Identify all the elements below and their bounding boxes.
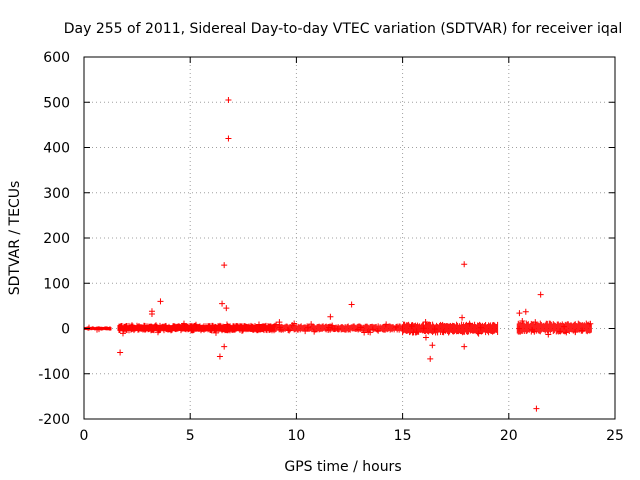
y-axis-label: SDTVAR / TECUs bbox=[7, 181, 23, 296]
data-point bbox=[216, 353, 223, 360]
data-point bbox=[532, 319, 539, 326]
data-point bbox=[219, 300, 226, 307]
chart-title: Day 255 of 2011, Sidereal Day-to-day VTE… bbox=[64, 21, 622, 37]
plot-frame bbox=[83, 56, 616, 420]
x-tick-label: 0 bbox=[80, 428, 89, 444]
data-point bbox=[383, 321, 390, 328]
x-tick-label: 15 bbox=[394, 428, 412, 444]
y-tick-label: 0 bbox=[61, 322, 70, 338]
data-point bbox=[427, 355, 434, 362]
data-point bbox=[522, 308, 529, 315]
x-tick-label: 10 bbox=[287, 428, 305, 444]
data-point bbox=[348, 301, 355, 308]
data-point bbox=[587, 320, 594, 327]
data-point bbox=[429, 342, 436, 349]
data-point bbox=[291, 320, 298, 327]
data-point bbox=[157, 298, 164, 305]
data-point bbox=[148, 311, 155, 318]
data-point bbox=[572, 329, 579, 336]
data-point bbox=[459, 314, 466, 321]
data-point bbox=[533, 405, 540, 412]
x-axis-label: GPS time / hours bbox=[284, 459, 401, 475]
data-point bbox=[545, 331, 552, 338]
data-point bbox=[225, 96, 232, 103]
data-point bbox=[225, 135, 232, 142]
data-point bbox=[327, 313, 334, 320]
data-point bbox=[367, 329, 374, 336]
x-tick-label: 25 bbox=[606, 428, 624, 444]
data-band bbox=[83, 318, 594, 338]
data-point bbox=[276, 319, 283, 326]
data-point bbox=[117, 349, 124, 356]
data-point bbox=[221, 262, 228, 269]
y-tick-label: 600 bbox=[43, 50, 70, 66]
data-point bbox=[180, 320, 187, 327]
data-point bbox=[223, 305, 230, 312]
x-tick-labels: 0 5 10 15 20 25 bbox=[80, 428, 624, 444]
y-tick-labels: -200 -100 0 100 200 300 400 500 600 bbox=[38, 50, 70, 428]
y-tick-label: 200 bbox=[43, 231, 70, 247]
data-point bbox=[361, 329, 368, 336]
y-tick-label: 500 bbox=[43, 95, 70, 111]
data-point bbox=[221, 343, 228, 350]
data-point bbox=[519, 318, 526, 325]
y-tick-label: 300 bbox=[43, 186, 70, 202]
data-point bbox=[563, 329, 570, 336]
data-point bbox=[255, 321, 262, 328]
y-tick-label: 100 bbox=[43, 276, 70, 292]
data-points bbox=[117, 96, 544, 412]
grid-lines bbox=[84, 57, 615, 419]
y-tick-label: 400 bbox=[43, 141, 70, 157]
data-point bbox=[212, 329, 219, 336]
data-point bbox=[461, 261, 468, 268]
data-point bbox=[422, 334, 429, 341]
x-tick-label: 20 bbox=[500, 428, 518, 444]
data-point bbox=[516, 310, 523, 317]
data-point bbox=[422, 319, 429, 326]
y-tick-label: -200 bbox=[38, 412, 70, 428]
data-point bbox=[475, 330, 482, 337]
data-point bbox=[119, 330, 126, 337]
data-point bbox=[461, 343, 468, 350]
y-tick-label: -100 bbox=[38, 367, 70, 383]
x-tick-label: 5 bbox=[186, 428, 195, 444]
data-point bbox=[537, 291, 544, 298]
axis-ticks bbox=[83, 56, 616, 420]
